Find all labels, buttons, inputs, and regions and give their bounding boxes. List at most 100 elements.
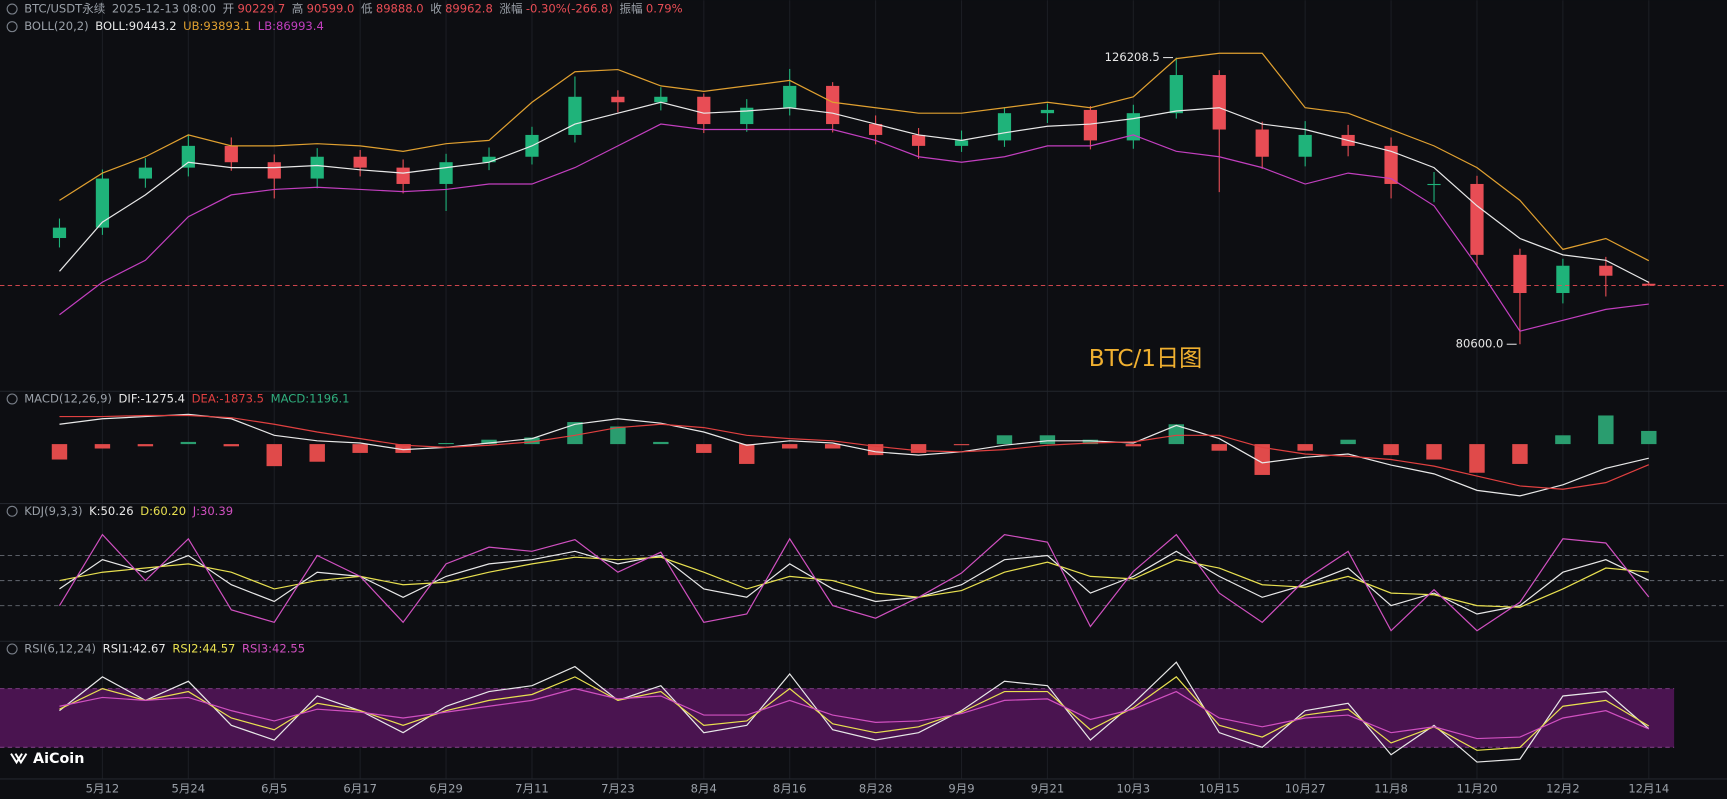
field-label: 涨幅 — [499, 2, 522, 16]
macd-bar — [1082, 439, 1099, 445]
candle-body — [1384, 145, 1398, 184]
candle-body — [1040, 109, 1055, 114]
macd-bar — [266, 444, 282, 467]
macd-bar — [781, 444, 798, 449]
x-tick-label: 10月3 — [1117, 781, 1151, 795]
field-label: 低 — [361, 2, 373, 16]
field-label: 高 — [292, 2, 304, 16]
macd-bar — [137, 444, 154, 447]
indicator-label: BOLL(20,2) — [24, 19, 88, 33]
candle-body — [1255, 129, 1269, 157]
candle-body — [740, 107, 754, 125]
x-tick-label: 12月2 — [1546, 781, 1580, 795]
macd-bar — [1469, 444, 1485, 473]
x-tick-label: 8月16 — [773, 781, 807, 795]
legend-entry: LB:86993.4 — [258, 19, 324, 33]
annotation-label: 80600.0 — [1456, 337, 1504, 351]
macd-bar — [1039, 435, 1056, 445]
macd-bar — [1598, 415, 1614, 445]
macd-bar — [395, 444, 411, 453]
macd-bar — [824, 444, 841, 449]
candle-body — [224, 145, 238, 163]
field-label: 收 — [430, 2, 442, 16]
x-tick-label: 6月17 — [343, 781, 377, 795]
panel-icon — [6, 505, 18, 517]
logo-icon — [10, 753, 28, 765]
field-value: 89888.0 — [376, 2, 424, 16]
candle-body — [1513, 254, 1527, 294]
macd-bar — [1383, 444, 1399, 456]
x-tick-label: 5月12 — [86, 781, 120, 795]
candle-body — [911, 134, 926, 146]
x-tick-label: 9月9 — [948, 781, 974, 795]
legend-entry: K:50.26 — [89, 504, 134, 518]
panel-icon — [6, 643, 18, 655]
macd-bar — [696, 444, 712, 453]
legend-entry: MACD:1196.1 — [271, 391, 350, 405]
candle-body — [95, 178, 110, 228]
macd-bar — [524, 437, 540, 445]
indicator-line — [59, 52, 1650, 262]
candle-body — [52, 227, 67, 239]
candle-body — [1642, 283, 1656, 286]
macd-bar — [610, 426, 626, 445]
x-tick-label: 11月20 — [1457, 781, 1498, 795]
macd-bar — [1297, 444, 1313, 451]
candle-body — [267, 162, 281, 179]
x-tick-label: 10月27 — [1285, 781, 1326, 795]
field-value: 90599.0 — [307, 2, 355, 16]
macd-bar — [1641, 430, 1657, 445]
legend-entry: DEA:-1873.5 — [192, 391, 264, 405]
legend-entry: D:60.20 — [140, 504, 186, 518]
legend-entry: RSI1:42.67 — [103, 641, 166, 655]
macd-bar — [51, 444, 68, 460]
candle-body — [353, 156, 367, 168]
macd-bar — [309, 444, 325, 462]
x-tick-label: 6月29 — [429, 781, 463, 795]
annotation-label: 126208.5 — [1105, 50, 1160, 64]
indicator-line — [59, 676, 1650, 751]
field-label: 振幅 — [620, 2, 643, 16]
legend-entry: RSI3:42.55 — [242, 641, 305, 655]
candle-body — [181, 145, 195, 168]
macd-bar — [1340, 439, 1356, 445]
candle-body — [1126, 113, 1140, 141]
candle-body — [697, 96, 711, 125]
candle-body — [954, 140, 969, 146]
field-label: 开 — [223, 2, 235, 16]
brand-name: AiCoin — [33, 751, 84, 767]
legend-entry: RSI2:44.57 — [172, 641, 235, 655]
candle-body — [997, 113, 1012, 141]
indicator-label: RSI(6,12,24) — [24, 641, 96, 655]
x-tick-label: 11月8 — [1374, 781, 1408, 795]
watermark: BTC/1日图 — [1089, 346, 1202, 372]
candle-body — [1083, 109, 1097, 141]
field-value: 0.79% — [646, 2, 683, 16]
candle-body — [654, 96, 668, 103]
macd-bar — [352, 444, 368, 453]
x-tick-label: 9月21 — [1031, 781, 1065, 795]
candle-body — [138, 167, 152, 179]
field-value: 89962.8 — [445, 2, 493, 16]
indicator-label: KDJ(9,3,3) — [24, 504, 82, 518]
macd-bar — [223, 444, 240, 447]
macd-bar — [567, 422, 583, 445]
rsi-band — [0, 688, 1675, 748]
macd-bar — [996, 435, 1013, 445]
macd-bar — [953, 444, 970, 446]
indicator-line — [59, 550, 1650, 615]
candle-body — [482, 156, 496, 163]
candle-body — [1556, 265, 1570, 294]
candle-body — [1298, 134, 1312, 157]
brand-logo: AiCoin — [10, 751, 84, 767]
x-tick-label: 12月14 — [1628, 781, 1669, 795]
macd-bar — [481, 439, 497, 445]
candle-body — [1169, 75, 1183, 114]
symbol: BTC/USDT永续 — [24, 2, 106, 16]
indicator-line — [59, 414, 1650, 490]
candle-body — [439, 162, 453, 184]
candle-body — [396, 167, 410, 184]
indicator-line — [58, 533, 1650, 632]
